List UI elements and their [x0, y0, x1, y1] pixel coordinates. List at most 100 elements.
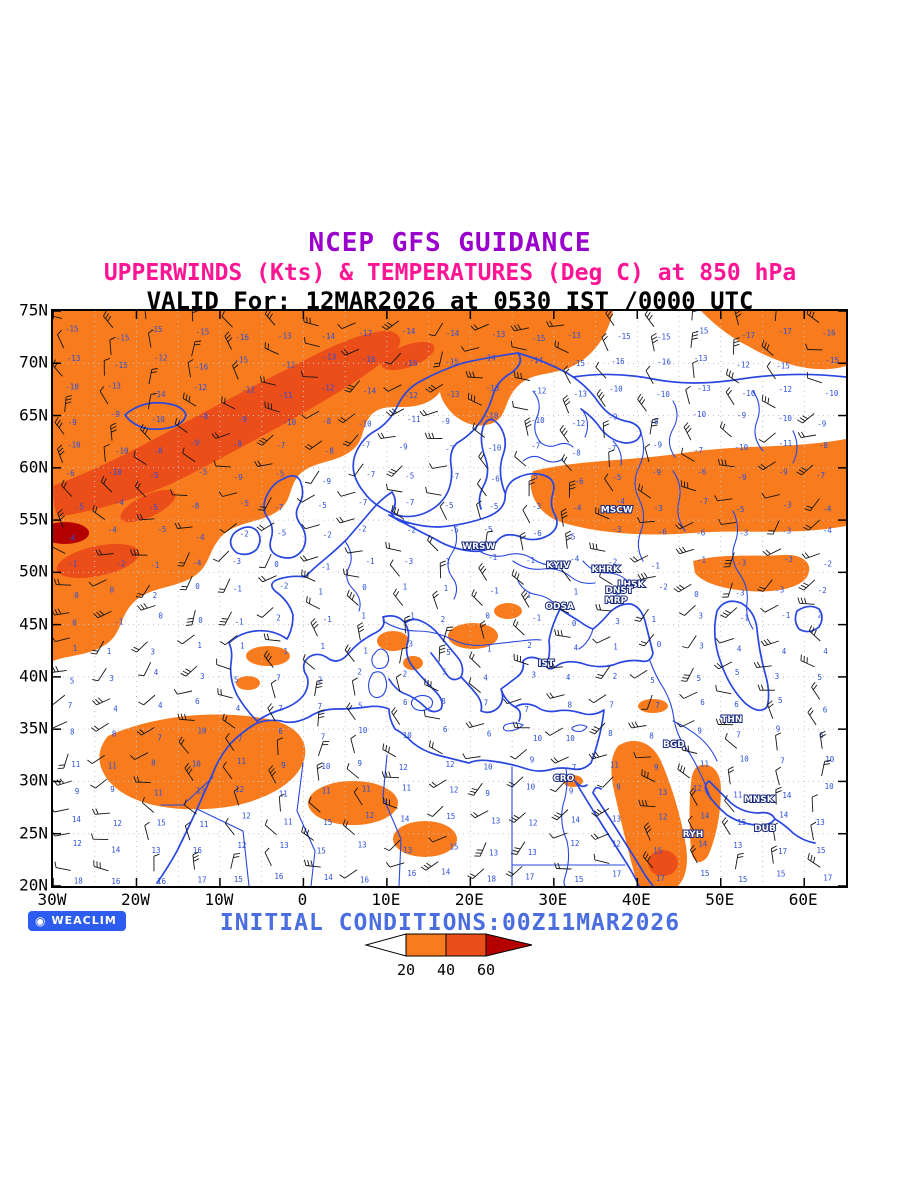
svg-text:-15: -15 — [776, 362, 790, 371]
svg-text:0: 0 — [158, 612, 163, 621]
svg-text:3: 3 — [109, 674, 114, 683]
svg-text:-12: -12 — [154, 354, 168, 363]
svg-text:8: 8 — [649, 732, 654, 741]
svg-text:-8: -8 — [572, 448, 582, 457]
svg-text:-10: -10 — [65, 382, 79, 391]
svg-text:-3: -3 — [775, 586, 784, 595]
svg-text:-2: -2 — [116, 560, 125, 569]
svg-text:9: 9 — [697, 727, 702, 736]
legend-bin-40-60 — [445, 933, 487, 957]
city-label-wrsw: WRSW — [462, 542, 495, 552]
svg-text:11: 11 — [322, 786, 331, 795]
svg-text:3: 3 — [699, 611, 704, 620]
svg-text:18: 18 — [74, 876, 84, 885]
svg-text:-13: -13 — [446, 390, 460, 399]
svg-text:0: 0 — [485, 612, 490, 621]
svg-text:6: 6 — [195, 697, 200, 706]
svg-text:15: 15 — [776, 870, 785, 879]
svg-text:-15: -15 — [116, 334, 130, 343]
svg-text:-8: -8 — [325, 447, 335, 456]
svg-text:4: 4 — [113, 705, 118, 714]
lat-label-40N: 40N — [19, 666, 48, 686]
svg-text:-15: -15 — [65, 325, 79, 334]
svg-text:1: 1 — [283, 647, 288, 656]
svg-text:14: 14 — [72, 815, 82, 824]
svg-text:-15: -15 — [657, 333, 671, 342]
svg-text:-17: -17 — [742, 331, 756, 340]
svg-text:-4: -4 — [115, 498, 125, 507]
svg-text:-9: -9 — [738, 473, 747, 482]
svg-text:-5: -5 — [489, 502, 498, 511]
svg-text:11: 11 — [284, 818, 293, 827]
svg-text:16: 16 — [193, 846, 203, 855]
svg-text:6: 6 — [819, 731, 824, 740]
svg-text:-15: -15 — [695, 326, 709, 335]
svg-text:11: 11 — [108, 761, 117, 770]
svg-text:-12: -12 — [321, 383, 335, 392]
svg-text:-12: -12 — [572, 419, 586, 428]
svg-text:11: 11 — [610, 761, 619, 770]
svg-text:-11: -11 — [279, 391, 293, 400]
weather-map-canvas: -15-15-15 -15-16 -13 -14 -17 -14 -14 -13 -15 -13-… — [53, 311, 846, 886]
svg-text:2: 2 — [276, 613, 281, 622]
svg-text:7: 7 — [321, 732, 326, 741]
legend-value-20: 20 — [397, 961, 415, 979]
svg-text:-2: -2 — [279, 582, 288, 591]
logo-icon: ◉ — [35, 913, 47, 928]
svg-text:11: 11 — [237, 757, 246, 766]
svg-text:-3: -3 — [739, 528, 748, 537]
svg-text:-13: -13 — [278, 331, 292, 340]
legend-value-60: 60 — [477, 961, 495, 979]
svg-text:-7: -7 — [450, 472, 459, 481]
svg-text:-1: -1 — [526, 556, 535, 565]
svg-text:-9: -9 — [779, 468, 788, 477]
city-label-khrk: KHRK — [591, 565, 620, 575]
svg-text:12: 12 — [242, 812, 251, 821]
svg-text:-3: -3 — [782, 526, 791, 535]
svg-text:-17: -17 — [359, 329, 373, 338]
lon-label-40E: 40E — [621, 890, 651, 909]
svg-text:14: 14 — [111, 846, 121, 855]
svg-text:7: 7 — [780, 756, 785, 765]
svg-text:12: 12 — [446, 760, 455, 769]
svg-text:4: 4 — [236, 704, 241, 713]
svg-text:-4: -4 — [823, 526, 833, 535]
svg-text:-9: -9 — [322, 477, 331, 486]
svg-text:14: 14 — [324, 873, 334, 882]
svg-text:5: 5 — [442, 668, 447, 677]
lon-label-20W: 20W — [121, 890, 150, 909]
svg-text:-11: -11 — [407, 415, 421, 424]
city-label-mrp: MRP — [605, 596, 628, 606]
svg-text:6: 6 — [487, 730, 492, 739]
svg-text:-1: -1 — [150, 561, 159, 570]
svg-text:1: 1 — [321, 642, 326, 651]
svg-text:7: 7 — [238, 734, 243, 743]
svg-text:9: 9 — [616, 783, 621, 792]
svg-text:7: 7 — [68, 701, 73, 710]
city-label-lhsk: LHSK — [618, 580, 646, 590]
svg-text:14: 14 — [400, 814, 410, 823]
svg-text:-2: -2 — [659, 582, 668, 591]
svg-text:-12: -12 — [779, 385, 793, 394]
svg-text:10: 10 — [566, 734, 576, 743]
svg-text:0: 0 — [657, 640, 662, 649]
svg-text:-15: -15 — [572, 359, 586, 368]
svg-text:8: 8 — [70, 728, 75, 737]
svg-text:12: 12 — [612, 840, 621, 849]
svg-text:4: 4 — [737, 644, 742, 653]
svg-text:12: 12 — [449, 786, 458, 795]
svg-text:9: 9 — [485, 789, 490, 798]
city-label-dub: DUB — [754, 824, 776, 834]
axis-ticks — [53, 311, 846, 886]
svg-text:6: 6 — [700, 698, 705, 707]
svg-text:-7: -7 — [405, 498, 414, 507]
svg-text:13: 13 — [816, 818, 825, 827]
svg-text:4: 4 — [158, 701, 163, 710]
svg-text:-5: -5 — [484, 525, 493, 534]
svg-text:5: 5 — [446, 648, 451, 657]
svg-text:12: 12 — [529, 819, 538, 828]
lat-label-25N: 25N — [19, 823, 48, 843]
svg-text:5: 5 — [735, 668, 740, 677]
svg-text:-5: -5 — [612, 473, 621, 482]
